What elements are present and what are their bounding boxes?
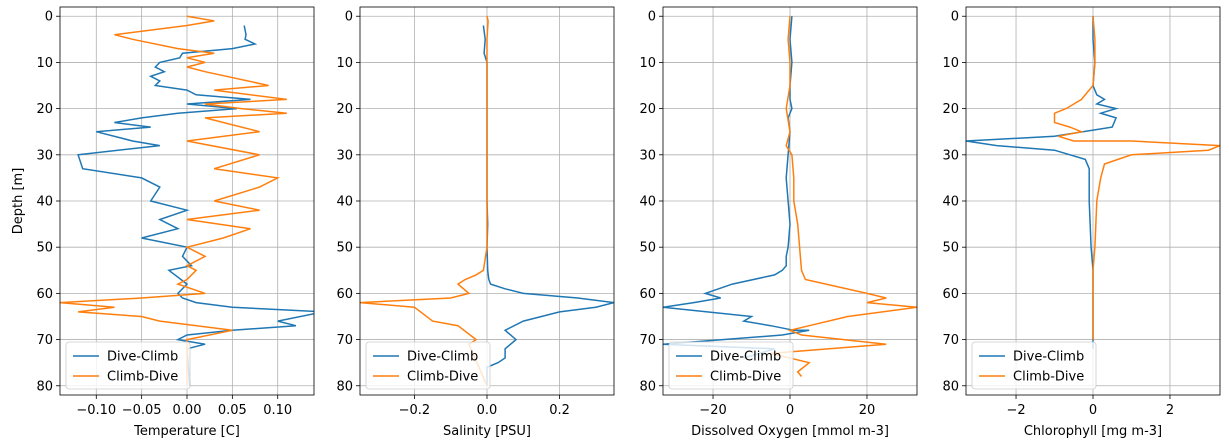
y-tick-label: 80 (336, 379, 353, 394)
series-line-dive-climb (663, 16, 810, 359)
x-tick-label: 0.0 (477, 403, 498, 418)
y-tick-label: 30 (639, 148, 656, 163)
y-tick-label: 10 (639, 56, 656, 71)
y-tick-label: 30 (942, 148, 959, 163)
series-line-climb-dive (360, 16, 489, 387)
panel-1: −0.10 −0.05 0.00 0.05 0.10 0 10 20 30 40 50 60 70 80 T… (11, 6, 315, 439)
y-tick-label: 40 (36, 195, 53, 210)
legend: Dive-Climb Climb-Dive (65, 341, 191, 390)
x-axis-label: Temperature [C] (133, 424, 240, 439)
y-tick-label: 40 (639, 195, 656, 210)
y-tick-label: 70 (639, 333, 656, 348)
y-tick-label: 80 (36, 379, 53, 394)
series-line-dive-climb (77, 25, 314, 386)
y-axis-label: Depth [m] (11, 168, 26, 235)
y-tick-label: 60 (639, 287, 656, 302)
y-tick-label: 40 (336, 195, 353, 210)
x-axis-label: Chlorophyll [mg m-3] (1024, 424, 1162, 439)
y-tick-label: 20 (336, 102, 353, 117)
x-tick-label: −2 (1006, 403, 1025, 418)
y-tick-label: 50 (36, 241, 53, 256)
legend-label: Climb-Dive (107, 370, 178, 385)
legend-label: Climb-Dive (710, 370, 781, 385)
x-tick-label: 2 (1166, 403, 1174, 418)
y-tick-label: 70 (36, 333, 53, 348)
series-line-climb-dive (770, 16, 917, 377)
series-line-climb-dive (60, 15, 287, 386)
legend-label: Dive-Climb (407, 350, 478, 365)
y-tick-label: 50 (639, 241, 656, 256)
y-tick-label: 50 (336, 241, 353, 256)
y-tick-label: 40 (942, 195, 959, 210)
x-tick-label: 0 (786, 403, 794, 418)
y-tick-label: 60 (942, 287, 959, 302)
legend-label: Dive-Climb (1013, 350, 1084, 365)
y-tick-label: 20 (942, 102, 959, 117)
x-tick-label: 0.10 (263, 403, 292, 418)
y-tick-label: 10 (336, 56, 353, 71)
series-line-dive-climb (482, 25, 614, 386)
legend-label: Climb-Dive (407, 370, 478, 385)
x-tick-label: −0.2 (399, 403, 431, 418)
legend-box (971, 341, 1097, 390)
x-tick-label: 0.00 (173, 403, 202, 418)
y-tick-label: 0 (45, 10, 53, 25)
x-tick-label: 20 (859, 403, 876, 418)
legend-label: Dive-Climb (710, 350, 781, 365)
legend-box (668, 341, 794, 390)
y-tick-label: 60 (36, 287, 53, 302)
y-tick-label: 0 (648, 10, 656, 25)
x-tick-label: −0.05 (122, 403, 162, 418)
y-tick-label: 50 (942, 241, 959, 256)
panel-3: −20 0 20 0 10 20 30 40 50 60 70 80 Dissolved Oxygen … (639, 6, 918, 439)
x-tick-label: −0.10 (76, 403, 116, 418)
y-tick-label: 80 (942, 379, 959, 394)
x-tick-label: 0 (1089, 403, 1097, 418)
x-axis-label: Salinity [PSU] (443, 424, 531, 439)
y-tick-label: 80 (639, 379, 656, 394)
y-tick-label: 0 (951, 10, 959, 25)
legend-box (365, 341, 491, 390)
x-axis-label: Dissolved Oxygen [mmol m-3] (691, 424, 889, 439)
y-tick-label: 30 (36, 148, 53, 163)
series-line-climb-dive (1053, 16, 1220, 340)
y-tick-label: 20 (639, 102, 656, 117)
y-tick-label: 60 (336, 287, 353, 302)
legend: Dive-Climb Climb-Dive (365, 341, 491, 390)
legend: Dive-Climb Climb-Dive (668, 341, 794, 390)
y-tick-label: 20 (36, 102, 53, 117)
legend-box (65, 341, 191, 390)
y-tick-label: 10 (36, 56, 53, 71)
y-tick-label: 10 (942, 56, 959, 71)
y-tick-label: 0 (345, 10, 353, 25)
x-tick-label: 0.2 (549, 403, 570, 418)
panel-2: −0.2 0.0 0.2 0 10 20 30 40 50 60 70 80 Salinity [PSU… (336, 6, 615, 439)
y-tick-label: 70 (336, 333, 353, 348)
legend-label: Climb-Dive (1013, 370, 1084, 385)
legend-label: Dive-Climb (107, 350, 178, 365)
y-tick-label: 70 (942, 333, 959, 348)
x-tick-label: −20 (699, 403, 726, 418)
x-tick-label: 0.05 (218, 403, 247, 418)
legend: Dive-Climb Climb-Dive (971, 341, 1097, 390)
y-tick-label: 30 (336, 148, 353, 163)
